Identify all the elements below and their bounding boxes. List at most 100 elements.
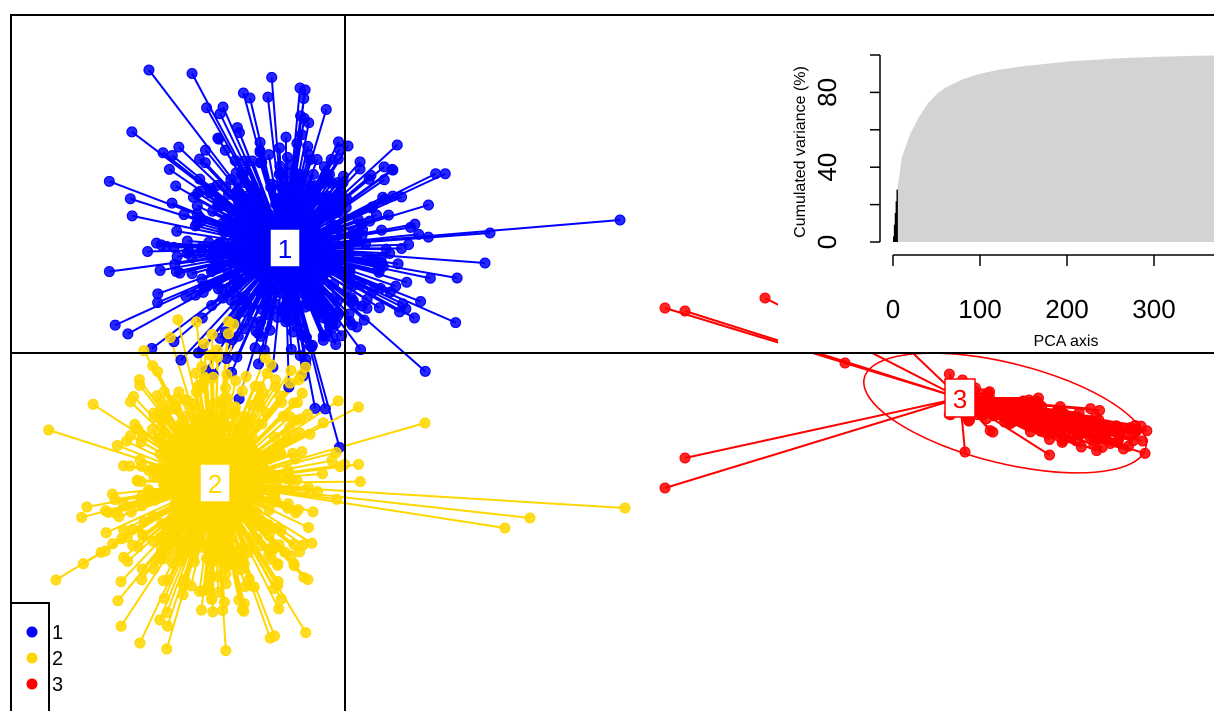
inset-y-tick-label: 40 bbox=[812, 153, 842, 182]
cluster-2-point bbox=[217, 393, 229, 405]
cluster-1-point bbox=[250, 325, 262, 337]
cluster-1-point bbox=[251, 192, 263, 204]
cluster-3-point bbox=[1044, 449, 1056, 461]
cluster-1-point bbox=[186, 67, 198, 79]
cluster-2-point bbox=[173, 468, 185, 480]
cluster-1-point bbox=[325, 153, 337, 165]
cluster-2-point bbox=[112, 595, 124, 607]
cluster-1-point bbox=[318, 161, 330, 173]
cluster-2-point bbox=[176, 506, 188, 518]
cluster-1-point bbox=[252, 219, 264, 231]
cluster-2-point bbox=[303, 522, 315, 534]
cluster-1-point bbox=[194, 173, 206, 185]
cluster-2-point bbox=[154, 532, 166, 544]
cluster-2-point bbox=[222, 454, 234, 466]
cluster-1-point bbox=[322, 190, 334, 202]
cluster-2-point bbox=[132, 423, 144, 435]
cluster-2-point bbox=[136, 460, 148, 472]
cluster-2-point bbox=[201, 521, 213, 533]
cluster-2-point bbox=[235, 466, 247, 478]
cluster-1-point bbox=[311, 153, 323, 165]
cluster-2-point bbox=[247, 458, 259, 470]
cluster-2-point bbox=[190, 316, 202, 328]
cluster-3-ray bbox=[664, 397, 961, 489]
cluster-2-point bbox=[224, 534, 236, 546]
cluster-3-point bbox=[1048, 421, 1060, 433]
cluster-2-point bbox=[175, 540, 187, 552]
origin-axes bbox=[11, 15, 1214, 711]
cluster-2-point bbox=[254, 486, 266, 498]
cluster-2-point bbox=[125, 506, 137, 518]
cluster-2-ray bbox=[214, 482, 626, 509]
cluster-2-point bbox=[158, 386, 170, 398]
cluster-2-point bbox=[189, 499, 201, 511]
variance-area-shape bbox=[893, 55, 1214, 242]
cluster-1-point bbox=[300, 331, 312, 343]
retained-axis-bar bbox=[896, 189, 898, 242]
plot-frame bbox=[10, 14, 1214, 711]
cluster-1-point bbox=[322, 244, 334, 256]
cluster-1-point bbox=[229, 155, 241, 167]
cluster-1-point bbox=[439, 168, 451, 180]
cluster-1-point bbox=[189, 289, 201, 301]
cluster-2-point bbox=[419, 417, 431, 429]
cluster-3-point bbox=[1082, 419, 1094, 431]
cluster-2-point bbox=[290, 507, 302, 519]
cluster-2-point bbox=[261, 368, 273, 380]
cluster-2-point bbox=[189, 440, 201, 452]
cluster-2-point bbox=[222, 432, 234, 444]
cluster-1-point bbox=[280, 193, 292, 205]
cluster-2-point bbox=[167, 557, 179, 569]
cluster-3-point bbox=[943, 368, 955, 380]
cluster-2-point bbox=[235, 524, 247, 536]
cluster-1-point bbox=[356, 300, 368, 312]
cluster-2-point bbox=[231, 562, 243, 574]
cluster-2-point bbox=[212, 586, 224, 598]
cluster-1-point bbox=[270, 198, 282, 210]
cluster-1-point bbox=[212, 132, 224, 144]
cluster-1-point bbox=[391, 139, 403, 151]
cluster-1-point bbox=[214, 237, 226, 249]
cluster-1-point bbox=[327, 331, 339, 343]
cluster-1-point bbox=[484, 227, 496, 239]
cluster-1-point bbox=[271, 284, 283, 296]
cluster-1-point bbox=[294, 82, 306, 94]
cluster-1-point bbox=[303, 117, 315, 129]
cluster-3-point bbox=[995, 403, 1007, 415]
cluster-2-point bbox=[87, 398, 99, 410]
cluster-2-point bbox=[161, 643, 173, 655]
cluster-3-point bbox=[1017, 395, 1029, 407]
cluster-2-point bbox=[290, 415, 302, 427]
retained-axis-bar bbox=[893, 224, 896, 242]
cluster-2-point bbox=[136, 563, 148, 575]
cluster-1-point bbox=[199, 157, 211, 169]
cluster-1-point bbox=[296, 169, 308, 181]
cluster-3-point bbox=[659, 482, 671, 494]
cluster-2-point bbox=[619, 502, 631, 514]
cluster-1-point bbox=[295, 110, 307, 122]
variance-area bbox=[893, 55, 1214, 242]
cluster-1-point bbox=[166, 150, 178, 162]
cluster-2-point bbox=[118, 498, 130, 510]
cluster-2-point bbox=[207, 606, 219, 618]
inset-x-tick-label: 300 bbox=[1132, 294, 1175, 324]
cluster-2-point bbox=[233, 507, 245, 519]
cluster-1-point bbox=[170, 180, 182, 192]
cluster-2-point bbox=[179, 445, 191, 457]
cluster-2-label: 2 bbox=[208, 469, 222, 499]
inset-y-tick-label: 0 bbox=[812, 235, 842, 249]
cluster-3-point bbox=[1118, 443, 1130, 455]
cluster-2-point bbox=[118, 460, 130, 472]
cluster-1-point bbox=[261, 208, 273, 220]
cluster-2-point bbox=[155, 396, 167, 408]
cluster-2-point bbox=[206, 328, 218, 340]
cluster-2-point bbox=[272, 559, 284, 571]
inset-x-tick-label: 0 bbox=[886, 294, 900, 324]
cluster-2-point bbox=[149, 555, 161, 567]
cluster-2-point bbox=[301, 408, 313, 420]
cluster-1-point bbox=[157, 147, 169, 159]
cluster-1-point bbox=[191, 208, 203, 220]
cluster-1-point bbox=[232, 330, 244, 342]
cluster-points bbox=[43, 64, 1153, 657]
